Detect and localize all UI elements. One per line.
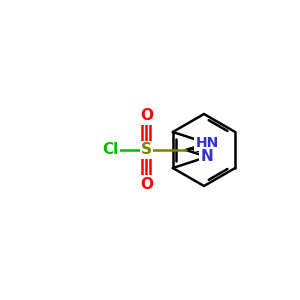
Text: HN: HN xyxy=(195,136,219,150)
Text: S: S xyxy=(141,142,152,158)
Text: O: O xyxy=(140,177,153,192)
Text: N: N xyxy=(201,149,213,164)
Text: O: O xyxy=(140,108,153,123)
Text: Cl: Cl xyxy=(102,142,119,158)
